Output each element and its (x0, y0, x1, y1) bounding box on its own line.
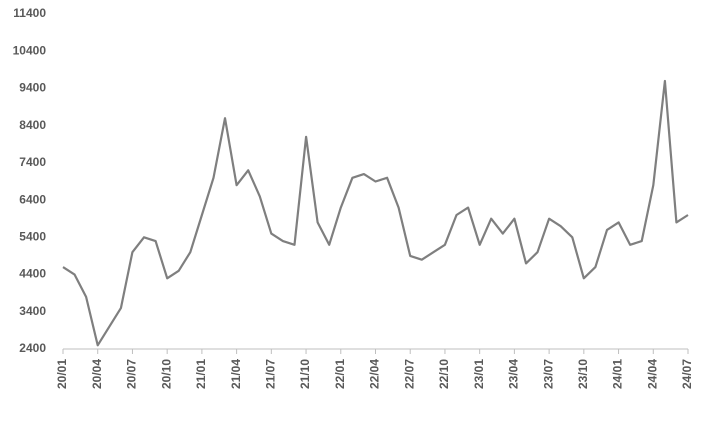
x-tick-label: 23/04 (507, 359, 521, 389)
x-tick-label: 24/01 (611, 359, 625, 389)
y-tick-label: 8400 (19, 118, 46, 132)
y-tick-label: 10400 (13, 43, 47, 57)
x-tick-label: 20/04 (90, 359, 104, 389)
x-tick-label: 21/01 (194, 359, 208, 389)
y-tick-label: 11400 (13, 6, 46, 20)
y-tick-label: 9400 (19, 81, 46, 95)
x-tick-label: 20/10 (159, 359, 173, 389)
y-tick-label: 4400 (19, 267, 46, 281)
y-tick-label: 7400 (19, 155, 46, 169)
x-tick-label: 23/07 (541, 359, 555, 389)
x-tick-label: 21/10 (298, 359, 312, 389)
y-tick-label: 2400 (19, 341, 46, 355)
x-tick-label: 20/01 (55, 359, 69, 389)
y-tick-label: 5400 (19, 230, 46, 244)
line-series (62, 79, 689, 347)
y-tick-label: 6400 (19, 192, 46, 206)
x-tick-label: 22/10 (437, 359, 451, 389)
x-tick-label: 22/01 (333, 359, 347, 389)
y-tick-label: 3400 (19, 304, 46, 318)
x-tick-label: 22/07 (402, 359, 416, 389)
x-tick-label: 21/04 (229, 359, 243, 389)
x-tick-label: 24/04 (645, 359, 659, 389)
x-tick-label: 23/10 (576, 359, 590, 389)
x-tick-label: 20/07 (125, 359, 139, 389)
x-tick-label: 24/07 (680, 359, 694, 389)
x-tick-label: 23/01 (472, 359, 486, 389)
x-tick-label: 21/07 (264, 359, 278, 389)
x-tick-label: 22/04 (368, 359, 382, 389)
